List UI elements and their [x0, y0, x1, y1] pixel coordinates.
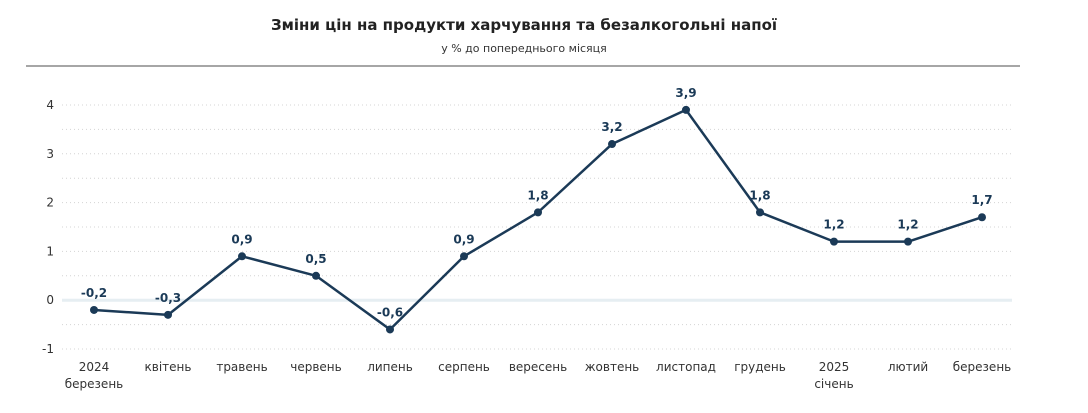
y-tick-label: -1 [42, 342, 54, 356]
x-tick-label: 2025 [819, 360, 850, 374]
chart-subtitle: у % до попереднього місяця [441, 42, 607, 55]
x-tick-label: вересень [509, 360, 567, 374]
x-tick-label: липень [367, 360, 413, 374]
y-tick-label: 1 [46, 244, 54, 258]
title-divider [26, 65, 1020, 67]
data-label: 0,9 [453, 232, 474, 246]
data-point [386, 325, 394, 334]
data-label: 0,9 [231, 232, 252, 246]
data-point [534, 208, 542, 217]
y-tick-label: 4 [46, 98, 54, 112]
data-point [312, 271, 320, 280]
data-point [238, 252, 246, 261]
data-label: -0,2 [81, 286, 107, 300]
x-tick-label: квітень [145, 360, 192, 374]
x-tick-label: листопад [656, 360, 716, 374]
x-tick-label: червень [290, 360, 341, 374]
y-tick-label: 2 [46, 196, 54, 210]
x-tick-label: жовтень [585, 360, 640, 374]
data-point [830, 237, 838, 246]
chart-title: Зміни цін на продукти харчування та беза… [270, 16, 778, 34]
data-label: 3,9 [675, 86, 696, 100]
data-point [682, 105, 690, 114]
data-point [164, 310, 172, 319]
data-label: 1,8 [527, 188, 548, 202]
x-tick-label: травень [216, 360, 267, 374]
x-tick-label: серпень [438, 360, 490, 374]
data-label: 0,5 [305, 252, 326, 266]
data-label: 1,2 [897, 218, 918, 232]
data-label: 1,7 [971, 193, 992, 207]
data-label: 1,2 [823, 218, 844, 232]
x-tick-label: лютий [888, 360, 928, 374]
y-tick-label: 3 [46, 147, 54, 161]
x-tick-label: січень [814, 377, 853, 391]
data-label: -0,3 [155, 291, 181, 305]
data-point [978, 213, 986, 222]
x-tick-label: березень [953, 360, 1011, 374]
x-tick-label: березень [65, 377, 123, 391]
series-line [93, 108, 983, 331]
data-point [90, 305, 98, 314]
x-tick-label: грудень [734, 360, 786, 374]
y-tick-label: 0 [46, 293, 54, 307]
data-label: -0,6 [377, 305, 403, 319]
data-point [608, 140, 616, 149]
data-point [756, 208, 764, 217]
data-point [460, 252, 468, 261]
data-label: 3,2 [601, 120, 622, 134]
x-tick-label: 2024 [79, 360, 110, 374]
data-point [904, 237, 912, 246]
data-label: 1,8 [749, 188, 770, 202]
